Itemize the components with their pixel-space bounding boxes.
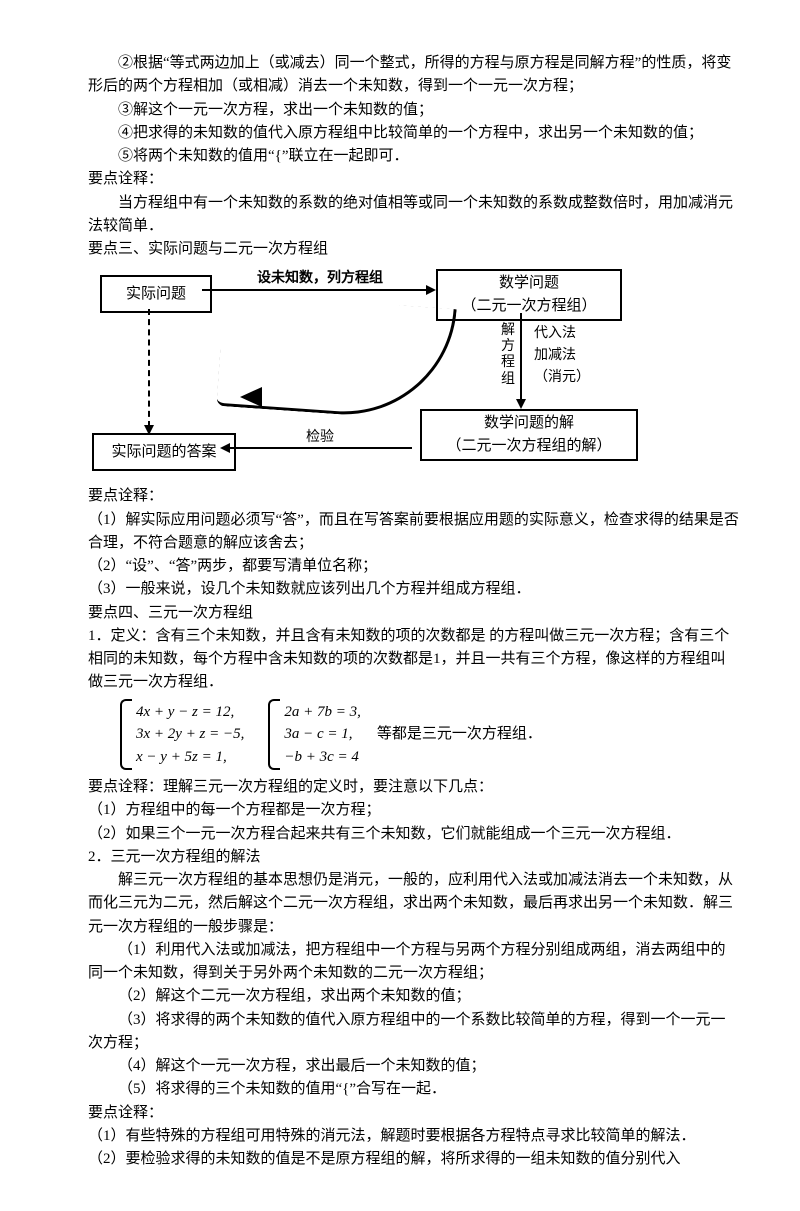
para: （3）一般来说，设几个未知数就应该列出几个方程并组成方程组． [88,578,740,601]
box-real-answer: 实际问题的答案 [92,433,236,471]
section-heading: 要点三、实际问题与二元一次方程组 [88,238,740,261]
label-methods: 代入法加减法（消元） [534,323,590,388]
para: ②根据“等式两边加上（或减去）同一个整式，所得的方程与原方程是同解方程”的性质，… [88,52,740,99]
section-heading: 要点诠释： [88,168,740,191]
para: （5）将求得的三个未知数的值用“{”合写在一起． [88,1078,740,1101]
para: 当方程组中有一个未知数的系数的绝对值相等或同一个未知数的系数成整数倍时，用加减消… [88,192,740,239]
label-set-unknowns: 设未知数，列方程组 [230,268,410,290]
section-heading: 要点诠释： [88,1102,740,1125]
box-math-solution: 数学问题的解（二元一次方程组的解） [420,409,638,461]
para: 2．三元一次方程组的解法 [88,846,740,869]
flow-diagram: 实际问题 数学问题（二元一次方程组） 数学问题的解（二元一次方程组的解） 实际问… [90,267,650,477]
section-heading: 要点诠释： [88,485,740,508]
dashed-connector [148,309,150,427]
para: 解三元一次方程组的基本思想仍是消元，一般的，应利用代入法或加减法消去一个未知数，… [88,869,740,939]
para: 1．定义：含有三个未知数，并且含有未知数的项的次数都是 的方程叫做三元一次方程；… [88,625,740,695]
para: ⑤将两个未知数的值用“{”联立在一起即可． [88,145,740,168]
para: ④把求得的未知数的值代入原方程组中比较简单的一个方程中，求出另一个未知数的值； [88,122,740,145]
para: ③解这个一元一次方程，求出一个未知数的值； [88,99,740,122]
box-real-problem: 实际问题 [100,275,212,313]
para: （3）将求得的两个未知数的值代入原方程组中的一个系数比较简单的方程，得到一个一元… [88,1009,740,1056]
section-heading: 要点诠释：理解三元一次方程组的定义时，要注意以下几点： [88,776,740,799]
para: （1）有些特殊的方程组可用特殊的消元法，解题时要根据各方程特点寻求比较简单的解法… [88,1125,740,1148]
section-heading: 要点四、三元一次方程组 [88,602,740,625]
para: （2）“设”、“答”两步，都要写清单位名称； [88,555,740,578]
para: （2）解这个二元一次方程组，求出两个未知数的值； [88,985,740,1008]
label-solve-system: 解方程组 [500,323,516,387]
para: （4）解这个一元一次方程，求出最后一个未知数的值； [88,1055,740,1078]
para: （2）要检验求得的未知数的值是不是原方程组的解，将所求得的一组未知数的值分别代入 [88,1148,740,1171]
equation-systems: 4x + y − z = 12, 3x + 2y + z = −5, x − y… [120,699,740,771]
para: （2）如果三个一元一次方程合起来共有三个未知数，它们就能组成一个三元一次方程组． [88,823,740,846]
para: （1）方程组中的每一个方程都是一次方程； [88,799,740,822]
box-math-problem: 数学问题（二元一次方程组） [436,269,622,321]
para: （1）解实际应用问题必须写“答”，而且在写答案前要根据应用题的实际意义，检查求得… [88,509,740,556]
para: （1）利用代入法或加减法，把方程组中一个方程与另两个方程分别组成两组，消去两组中… [88,939,740,986]
label-verify: 检验 [306,427,334,449]
